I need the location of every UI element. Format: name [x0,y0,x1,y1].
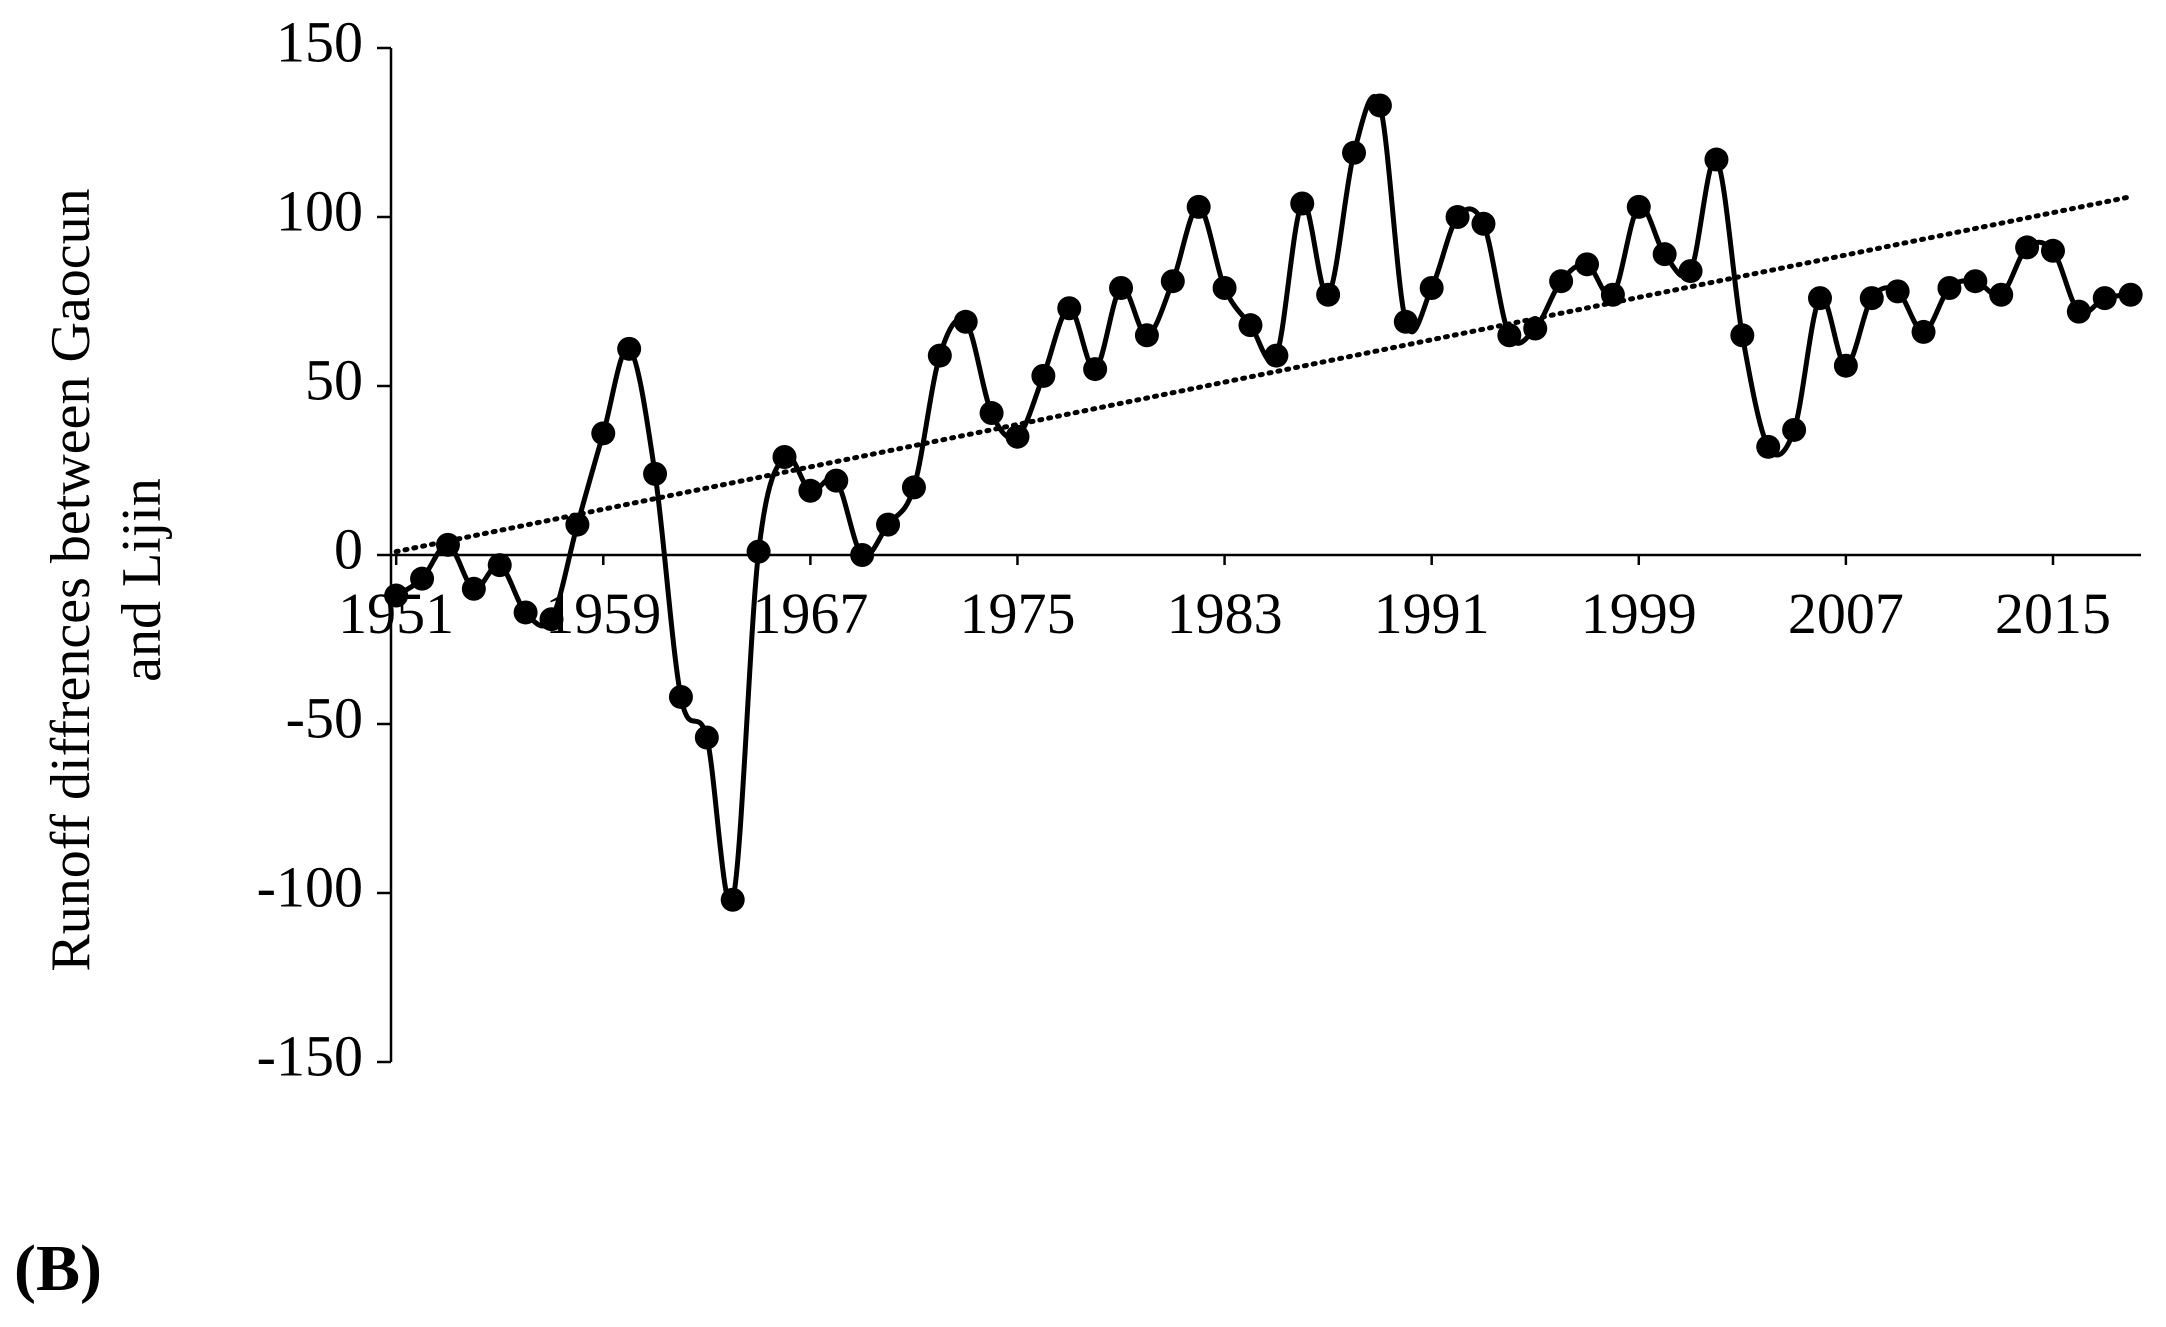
y-axis-label: Runoff diffrences between Gaocun and Lij… [40,188,173,971]
data-point [2040,238,2065,263]
data-point [1264,343,1289,368]
data-point [1704,147,1729,172]
data-point [1807,286,1832,311]
data-point [1678,259,1703,284]
data-point [798,478,823,503]
data-point [1497,323,1522,348]
data-point [1109,275,1134,300]
data-point [1859,286,1884,311]
data-point [1549,269,1574,294]
data-point [850,543,875,567]
data-point [746,539,771,564]
y-tick-label: -50 [286,685,363,750]
data-point [772,444,797,469]
data-point [2066,299,2091,324]
data-point [461,576,486,601]
data-point [979,401,1004,426]
y-axis-label-line: and Lijin [111,478,173,682]
data-point [1057,296,1082,321]
x-tick-label: 1959 [545,581,661,646]
data-point [1626,194,1651,219]
data-point [1989,282,2014,307]
data-point [1134,323,1159,348]
data-point [1419,275,1444,300]
data-point [1342,140,1367,165]
x-tick-label: 1967 [752,581,868,646]
data-point [487,553,512,578]
data-point [1393,309,1418,334]
data-point [1782,417,1807,442]
data-point [927,343,952,368]
x-tick-label: 1983 [1167,581,1283,646]
x-tick-label: 1975 [959,581,1075,646]
series-line [394,94,2131,906]
panel-label: (B) [14,1232,102,1305]
data-point [565,512,590,537]
data-point [1833,353,1858,378]
data-point [2092,286,2117,311]
data-point [1290,191,1315,216]
x-tick-label: 2007 [1788,581,1904,646]
data-point [1730,323,1755,348]
y-tick-label: -100 [257,854,363,919]
data-point [720,887,745,912]
data-point [1238,313,1263,338]
data-point [435,532,460,557]
data-point [824,468,849,493]
data-point [1963,269,1988,294]
y-axis-label-line: Runoff diffrences between Gaocun [40,188,102,971]
data-point [1367,93,1392,118]
data-point [384,583,409,608]
y-tick-label: 50 [305,347,363,412]
data-point [539,607,564,632]
data-point [1471,211,1496,236]
data-point [1652,242,1677,267]
data-point [876,512,901,537]
trend-line [393,194,2134,555]
data-point [1600,282,1625,307]
data-point [953,309,978,334]
data-point [591,421,616,446]
data-point [2015,235,2040,260]
data-point [2118,282,2143,307]
data-point [617,336,642,361]
x-tick-label: 1991 [1374,581,1490,646]
data-point [513,600,538,625]
y-tick-label: 0 [334,516,363,581]
y-tick-label: -150 [257,1023,363,1088]
data-point [1005,424,1030,449]
data-point [1523,316,1548,341]
y-tick-label: 100 [276,178,363,243]
data-point [1316,282,1341,307]
data-point [1937,275,1962,300]
data-point [1160,269,1185,294]
data-point [901,475,926,500]
data-point [1911,319,1936,344]
data-point [1031,363,1056,388]
data-point [668,684,693,709]
data-point [1756,434,1781,459]
y-tick-label: 150 [276,9,363,74]
data-point [643,461,668,486]
data-point [1575,252,1600,277]
data-point [410,566,435,591]
x-tick-label: 1999 [1581,581,1697,646]
data-point [1212,275,1237,300]
data-point [1186,194,1211,219]
data-point [1083,357,1108,382]
data-point [1885,279,1910,304]
x-tick-label: 2015 [1995,581,2111,646]
data-point [694,725,719,750]
data-point [1445,205,1470,229]
